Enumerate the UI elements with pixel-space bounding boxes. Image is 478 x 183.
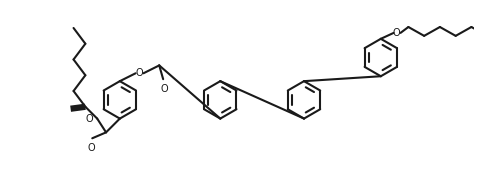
Text: O: O bbox=[393, 28, 401, 38]
Text: O: O bbox=[136, 68, 143, 78]
Text: O: O bbox=[160, 84, 168, 94]
Text: O: O bbox=[87, 143, 95, 153]
Text: O: O bbox=[86, 114, 93, 124]
